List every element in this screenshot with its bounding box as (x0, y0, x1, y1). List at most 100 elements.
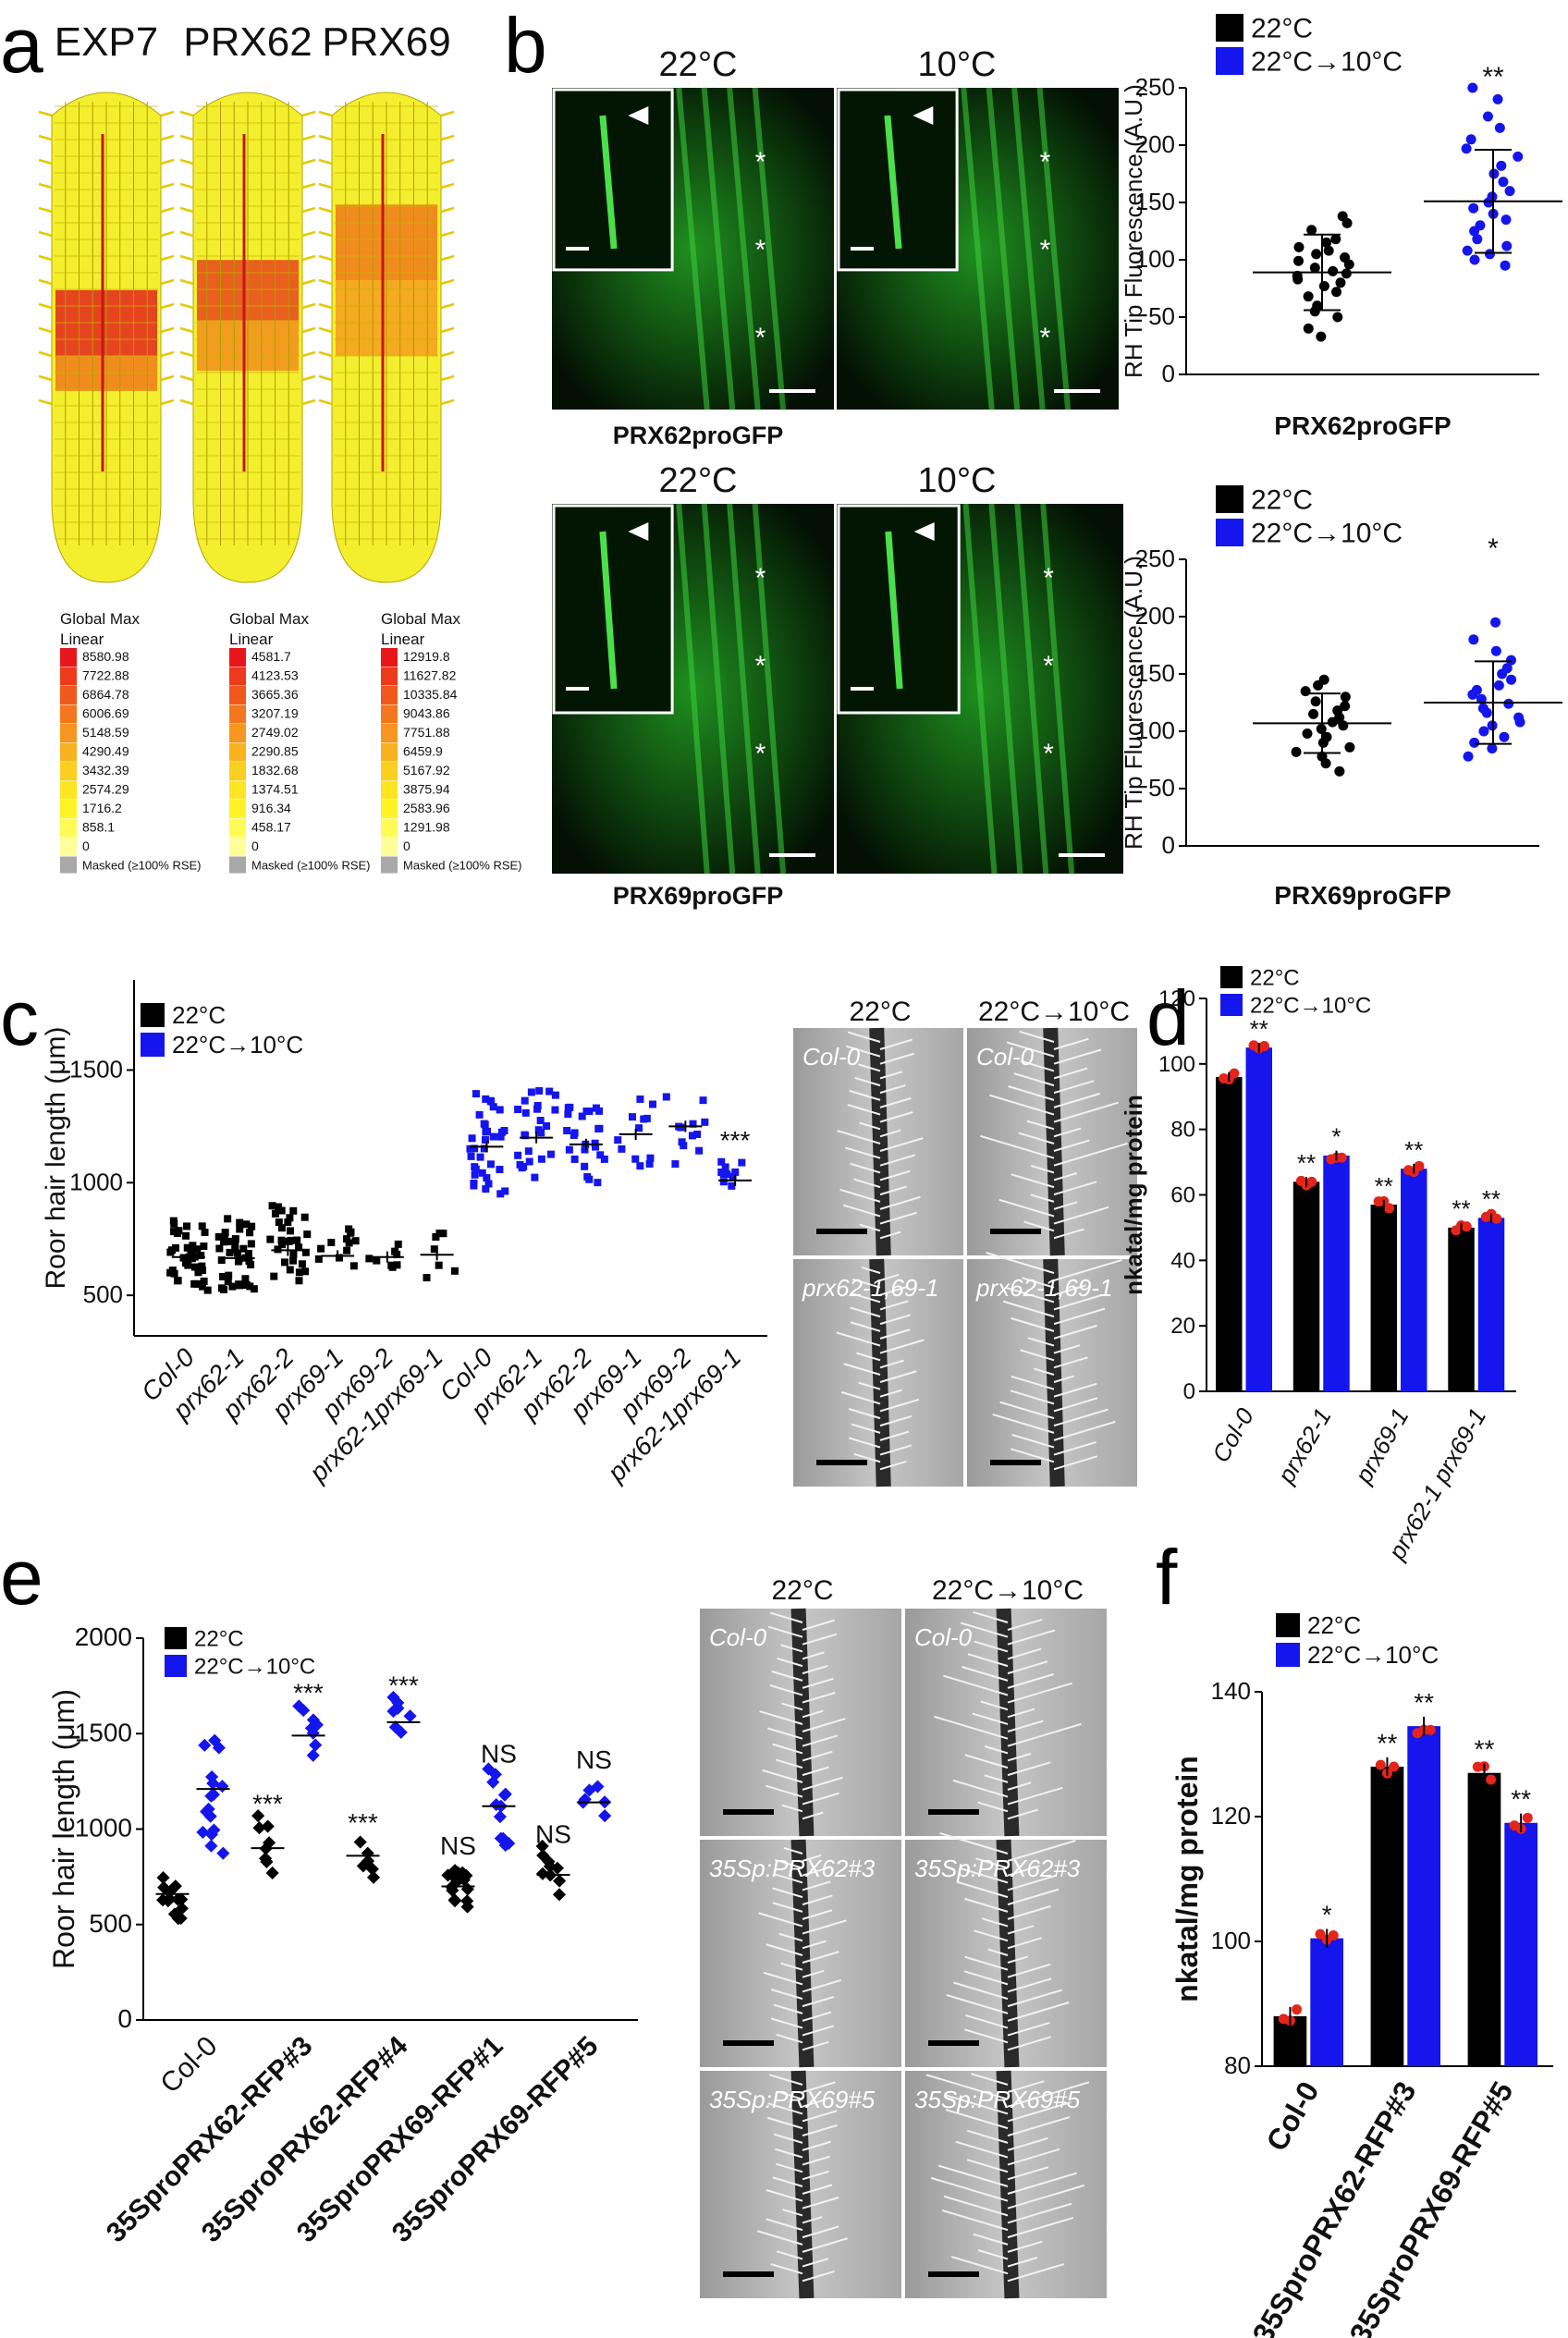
root-hair (802, 1619, 835, 1631)
root-hair (1011, 1433, 1055, 1449)
root-stripe (701, 503, 736, 875)
legend-entry: 22°C (1250, 965, 1300, 990)
data-point (564, 1104, 572, 1112)
root-hair (1053, 1293, 1103, 1311)
legend-swatch (229, 667, 246, 686)
root-hair (1007, 2021, 1050, 2037)
data-point (295, 1268, 303, 1277)
root-hair (984, 1745, 1009, 1755)
arrowhead-marker (628, 106, 649, 125)
root-hair (770, 1989, 803, 2001)
significance-mark: ** (1404, 1136, 1423, 1164)
significance-mark: *** (388, 1671, 419, 1699)
root-hair (879, 1339, 925, 1354)
root-hair (802, 1766, 829, 1777)
legend-value: 858.1 (82, 820, 115, 835)
root-hair-right (301, 134, 316, 141)
root-hair (780, 1644, 803, 1653)
root-hair (879, 1129, 901, 1138)
root-shaft (996, 1608, 1020, 1837)
root-hair-right (301, 206, 316, 214)
data-point (1506, 674, 1517, 685)
root-hair (879, 1211, 918, 1225)
root-hair (879, 1052, 915, 1065)
data-point (1318, 281, 1329, 292)
panel-f: f 80 100 120 140 nkatal/mg protein 22°C22°C→1… (1156, 1534, 1553, 2338)
y-tick-label: 40 (1170, 1248, 1195, 1273)
replicate-point (1522, 1812, 1533, 1823)
legend-swatch (381, 724, 398, 742)
data-point (484, 1180, 493, 1188)
root-hair (781, 1804, 803, 1813)
asterisk-marker: * (1043, 739, 1054, 769)
data-point (277, 1206, 286, 1215)
significance-mark: *** (293, 1679, 324, 1708)
root-hair (999, 1401, 1055, 1420)
root-image: 35Sp:PRX69#5 (700, 2070, 901, 2299)
data-point (472, 1165, 480, 1173)
legend-value: 6006.69 (82, 706, 129, 721)
root-hair (1053, 1284, 1086, 1296)
panel-label-e: e (0, 1534, 43, 1621)
data-point (221, 1234, 229, 1242)
panel-label-d: d (1146, 974, 1190, 1061)
root-hair-left (179, 326, 194, 334)
root-hair (859, 1121, 881, 1131)
expression-legends: Global MaxLinear8580.987722.886864.78600… (60, 610, 522, 874)
data-point (1472, 234, 1483, 245)
data-point (242, 1280, 251, 1289)
data-point (343, 1246, 351, 1255)
significance-mark: ** (1452, 1195, 1470, 1223)
bar (1292, 1181, 1320, 1391)
root-hair (850, 1306, 881, 1318)
root-hair (1020, 1059, 1055, 1072)
data-point (388, 1263, 397, 1271)
legend-swatch (1276, 1613, 1300, 1637)
root-hair (1053, 1127, 1082, 1138)
replicate-point (1414, 1160, 1425, 1171)
legend-entry: 22°C (194, 1626, 244, 1651)
root-hair (802, 2197, 839, 2209)
asterisk-marker: * (755, 147, 766, 177)
data-point (595, 1124, 604, 1132)
root-hair-left (318, 158, 333, 165)
y-tick-label: 250 (1135, 73, 1175, 101)
data-point (1501, 663, 1513, 674)
root-shaft (996, 1839, 1020, 2068)
data-point (731, 1168, 740, 1176)
root-images-e: 22°C 22°C→10°C Col-0 Col-0 35Sp:PRX62#3 35Sp:… (700, 1575, 1107, 2299)
root-hair-right (440, 182, 455, 190)
data-point (1496, 160, 1507, 171)
root-hair (842, 1204, 881, 1218)
data-point (278, 1241, 287, 1249)
root-hair (879, 1314, 911, 1326)
legend-swatch (60, 780, 77, 800)
data-point (301, 1267, 310, 1276)
data-point (391, 1247, 399, 1255)
data-point (1341, 268, 1352, 279)
root-hair (964, 2028, 1009, 2044)
root-stripe (988, 503, 1023, 875)
data-point (496, 1106, 504, 1114)
temp-label-b1-22: 22°C (659, 45, 738, 84)
data-point (394, 1240, 402, 1248)
root-hair (1053, 1139, 1090, 1152)
replicate-point (1292, 2004, 1303, 2015)
root-hair (1007, 1660, 1048, 1675)
legend-swatch (381, 762, 398, 780)
data-point (1498, 177, 1509, 188)
root-hair (1053, 1408, 1109, 1427)
data-point (244, 1249, 252, 1257)
root-hair (771, 1670, 803, 1682)
asterisk-marker: * (1040, 147, 1051, 177)
data-point (242, 1220, 251, 1229)
root-hair (956, 1880, 1009, 1899)
root-hair (1053, 1259, 1122, 1281)
root-hair (1007, 2136, 1048, 2151)
x-axis-label: PRX69proGFP (1274, 881, 1451, 910)
significance-mark: NS (481, 1740, 517, 1769)
data-point (288, 1256, 297, 1265)
root-stripe (1036, 87, 1072, 410)
